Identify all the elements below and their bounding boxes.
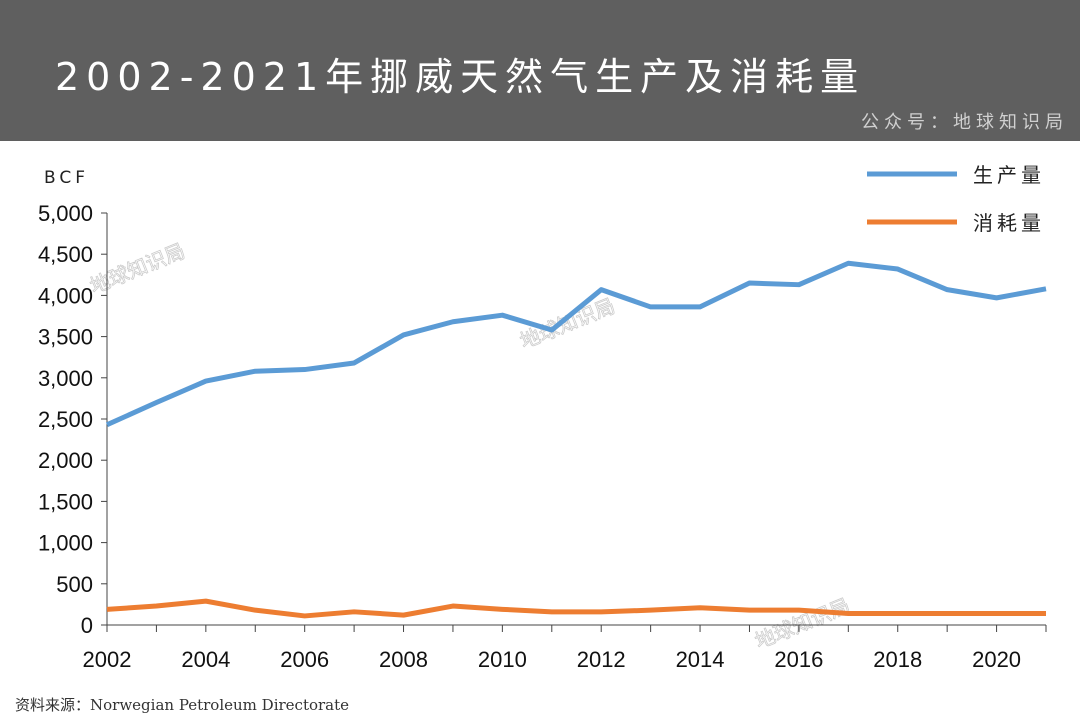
x-tick-label: 2006 [280,647,329,672]
chart-title: 2002-2021年挪威天然气生产及消耗量 [55,55,866,99]
x-tick-label: 2014 [676,647,725,672]
source-note: 资料来源：Norwegian Petroleum Directorate [15,696,350,714]
y-axis-unit: BCF [44,168,89,188]
y-tick-label: 5,000 [38,201,93,226]
subtitle: 公众号：地球知识局 [861,112,1068,133]
x-tick-label: 2018 [873,647,922,672]
watermark-text: 地球知识局 [752,594,854,654]
y-tick-label: 3,000 [38,366,93,391]
y-tick-label: 500 [56,572,93,597]
y-tick-label: 1,500 [38,489,93,514]
y-tick-label: 2,500 [38,407,93,432]
series-line-1 [105,260,1047,428]
y-tick-label: 1,000 [38,531,93,556]
x-tick-label: 2004 [181,647,230,672]
legend-label-2: 消耗量 [973,211,1045,235]
watermark-text: 地球知识局 [87,239,189,299]
y-tick-label: 4,500 [38,242,93,267]
series-line-2 [106,598,1046,619]
x-tick-label: 2008 [379,647,428,672]
y-tick-label: 4,000 [38,283,93,308]
y-tick-label: 3,500 [38,325,93,350]
legend-label-1: 生产量 [973,163,1045,187]
x-tick-label: 2002 [83,647,132,672]
x-tick-label: 2016 [774,647,823,672]
y-tick-label: 0 [81,613,93,638]
header-banner: 2002-2021年挪威天然气生产及消耗量 公众号：地球知识局 [0,0,1080,141]
x-tick-label: 2012 [577,647,626,672]
x-tick-label: 2020 [972,647,1021,672]
y-tick-label: 2,000 [38,448,93,473]
x-tick-label: 2010 [478,647,527,672]
